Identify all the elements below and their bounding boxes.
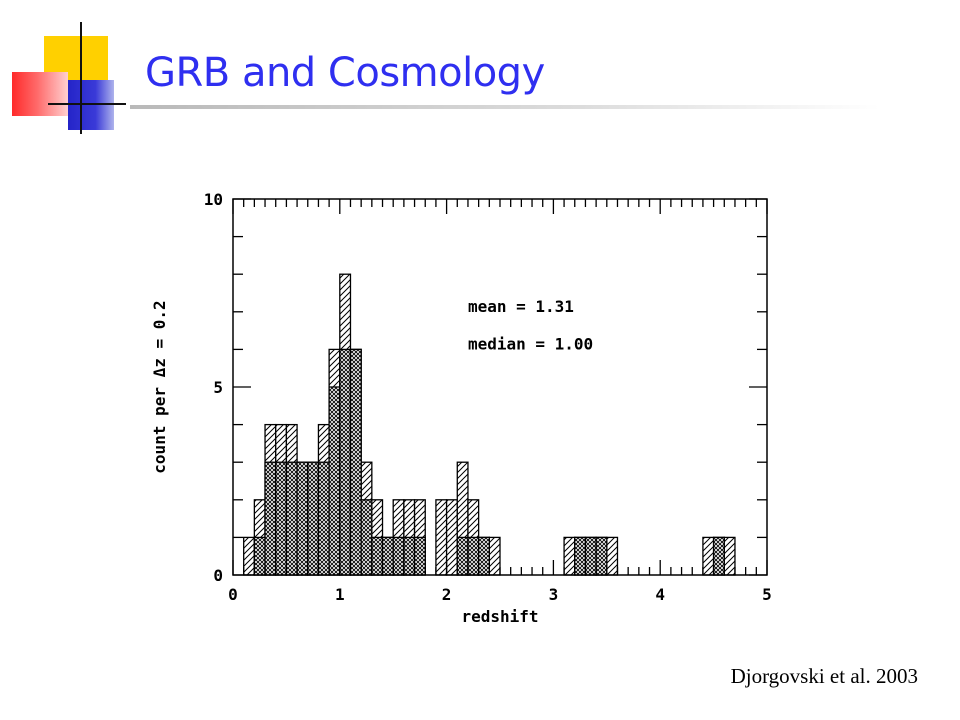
histogram-bar-cross-hatch-6 bbox=[317, 461, 330, 576]
y-tick-label: 10 bbox=[204, 190, 223, 209]
histogram-bar-cross-hatch-12 bbox=[381, 536, 394, 576]
histogram-bar-cross-hatch-0 bbox=[253, 536, 266, 576]
x-tick-label: 5 bbox=[762, 585, 772, 604]
histogram-bar-diagonal-hatch-30 bbox=[723, 536, 736, 576]
histogram-bar-diagonal-hatch-17 bbox=[435, 499, 448, 576]
logo-horizontal-line bbox=[48, 103, 126, 105]
histogram-bar-cross-hatch-19 bbox=[574, 536, 587, 576]
histogram-bar-cross-hatch-16 bbox=[456, 536, 469, 576]
citation: Djorgovski et al. 2003 bbox=[730, 664, 918, 688]
histogram-bar-cross-hatch-8 bbox=[339, 348, 352, 576]
histogram-bar-diagonal-hatch-27 bbox=[606, 536, 619, 576]
x-tick-label: 3 bbox=[549, 585, 559, 604]
histogram-bar-diagonal-hatch-28 bbox=[702, 536, 715, 576]
histogram-bar-cross-hatch-9 bbox=[349, 348, 362, 576]
y-axis-label: count per Δz = 0.2 bbox=[150, 300, 169, 473]
x-tick-label: 0 bbox=[228, 585, 238, 604]
axis-ticks bbox=[232, 198, 768, 576]
histogram-bar-cross-hatch-10 bbox=[360, 499, 373, 576]
histogram-bars bbox=[243, 273, 736, 576]
histogram-bar-cross-hatch-15 bbox=[413, 536, 426, 576]
x-tick-label: 2 bbox=[442, 585, 452, 604]
mean-annotation: mean = 1.31 bbox=[468, 297, 574, 316]
logo-vertical-line bbox=[80, 22, 82, 134]
plot-frame bbox=[232, 198, 768, 576]
histogram-bar-diagonal-hatch-18 bbox=[445, 499, 458, 576]
histogram-bar-cross-hatch-22 bbox=[712, 536, 725, 576]
logo-blue-square bbox=[68, 80, 114, 130]
histogram-bar-cross-hatch-11 bbox=[371, 536, 384, 576]
histogram-bar-cross-hatch-2 bbox=[275, 461, 288, 576]
x-axis-label: redshift bbox=[461, 607, 538, 626]
histogram-bar-cross-hatch-3 bbox=[285, 461, 298, 576]
y-tick-label: 0 bbox=[213, 566, 223, 585]
title-underline bbox=[130, 105, 880, 109]
histogram-bar-diagonal-hatch-22 bbox=[488, 536, 501, 576]
histogram-bar-cross-hatch-4 bbox=[296, 461, 309, 576]
x-tick-label: 1 bbox=[335, 585, 345, 604]
histogram-bar-cross-hatch-17 bbox=[467, 536, 480, 576]
histogram-bar-cross-hatch-7 bbox=[328, 386, 341, 576]
histogram-bar-cross-hatch-20 bbox=[584, 536, 597, 576]
histogram-bar-cross-hatch-5 bbox=[307, 461, 320, 576]
slide-title: GRB and Cosmology bbox=[145, 50, 545, 96]
histogram-bar-cross-hatch-14 bbox=[403, 536, 416, 576]
y-tick-labels: 0 5 10 bbox=[204, 190, 223, 585]
y-tick-label: 5 bbox=[213, 378, 223, 397]
x-tick-label: 4 bbox=[655, 585, 665, 604]
histogram-bar-cross-hatch-18 bbox=[477, 536, 490, 576]
logo-red-square bbox=[12, 72, 68, 116]
histogram-bar-diagonal-hatch-23 bbox=[563, 536, 576, 576]
histogram-bar-cross-hatch-1 bbox=[264, 461, 277, 576]
histogram-bar-cross-hatch-13 bbox=[392, 536, 405, 576]
histogram-bar-diagonal-hatch-0 bbox=[243, 536, 256, 576]
median-annotation: median = 1.00 bbox=[468, 334, 593, 353]
x-tick-labels: 0 1 2 3 4 5 bbox=[228, 585, 772, 604]
histogram-bar-cross-hatch-21 bbox=[595, 536, 608, 576]
